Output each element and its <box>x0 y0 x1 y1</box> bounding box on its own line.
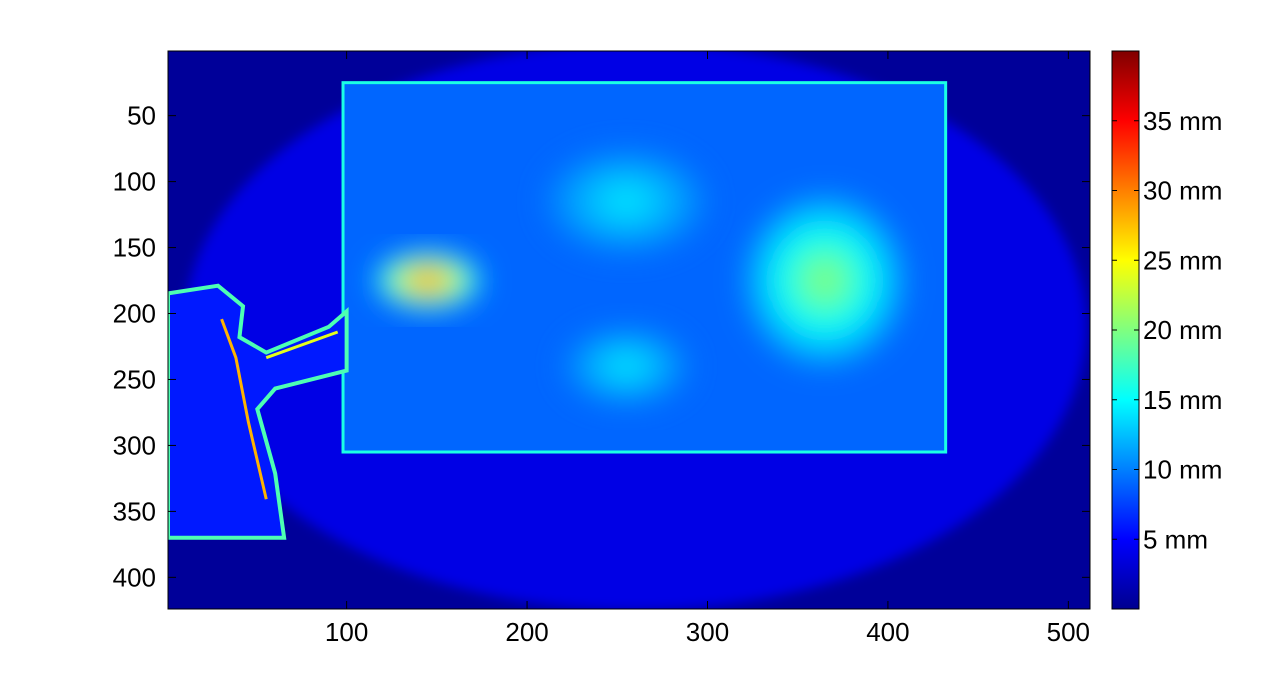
person-edge-highlight <box>220 318 268 500</box>
hotspot-bottom-center <box>563 326 690 406</box>
heatmap-hotspots <box>373 148 906 406</box>
y-tick-label: 200 <box>113 299 156 329</box>
x-tick-label: 500 <box>1047 617 1090 647</box>
y-tick-label: 300 <box>113 430 156 460</box>
hotspot-top-center <box>545 148 708 255</box>
y-tick-label: 50 <box>127 101 156 131</box>
y-tick-label: 350 <box>113 496 156 526</box>
x-tick-label: 300 <box>686 617 729 647</box>
colorbar-tick-label: 10 mm <box>1143 455 1222 485</box>
hotspot-right <box>743 194 906 367</box>
x-tick-label: 100 <box>325 617 368 647</box>
x-tick-label: 400 <box>866 617 909 647</box>
y-tick-label: 250 <box>113 364 156 394</box>
y-tick-label: 100 <box>113 167 156 197</box>
plot-frame <box>167 50 1091 610</box>
person-arm-edge <box>265 330 339 360</box>
person-silhouette <box>168 283 349 540</box>
colorbar-tick-label: 35 mm <box>1143 106 1222 136</box>
colorbar-tick-label: 25 mm <box>1143 245 1222 275</box>
y-tick-label: 400 <box>113 562 156 592</box>
heatmap-image <box>168 51 1090 609</box>
colorbar-ticks: 5 mm 10 mm 15 mm 20 mm 25 mm 30 mm 35 mm <box>1112 106 1222 554</box>
x-axis: 100 200 300 400 500 <box>325 51 1090 647</box>
colorbar: 5 mm 10 mm 15 mm 20 mm 25 mm 30 mm 35 mm <box>1111 50 1222 610</box>
y-tick-label: 150 <box>113 233 156 263</box>
x-tick-label: 200 <box>505 617 548 647</box>
person-outline <box>168 283 349 540</box>
y-axis: 50 100 150 200 250 300 350 400 <box>113 101 1090 592</box>
colorbar-tick-label: 30 mm <box>1143 176 1222 206</box>
heatmap-regions <box>168 51 1090 609</box>
colorbar-tick-label: 5 mm <box>1143 524 1208 554</box>
hotspot-left <box>373 251 482 310</box>
colorbar-tick-label: 15 mm <box>1143 385 1222 415</box>
colorbar-tick-label: 20 mm <box>1143 315 1222 345</box>
